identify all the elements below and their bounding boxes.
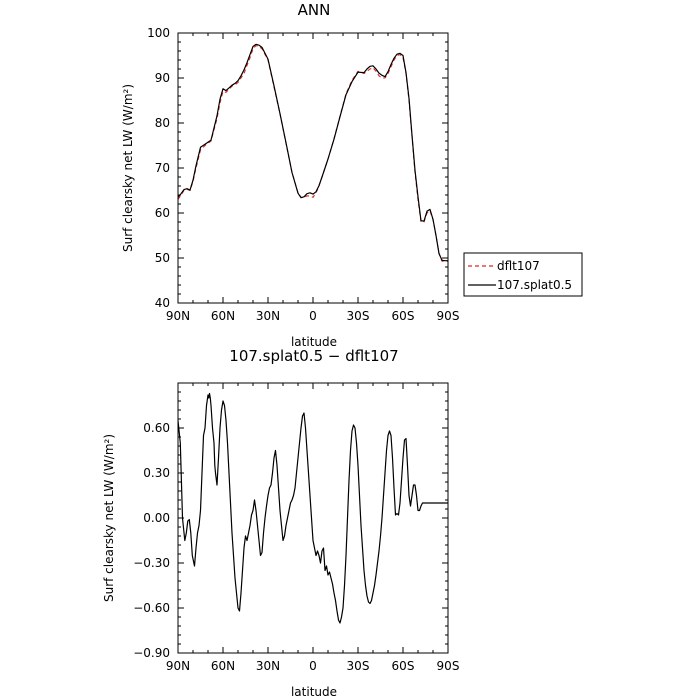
bottom-panel-series [177, 392, 448, 624]
x-tick-label: 0 [309, 659, 317, 673]
y-tick-label: −0.90 [133, 646, 170, 660]
y-tick-label: 60 [155, 206, 170, 220]
y-tick-label: 90 [155, 71, 170, 85]
y-tick-label: 0.60 [143, 421, 170, 435]
y-tick-label: −0.30 [133, 556, 170, 570]
y-tick-label: 0.30 [143, 466, 170, 480]
top-panel-ylabel: Surf clearsky net LW (W/m²) [121, 84, 135, 252]
top-panel-xlabel: latitude [291, 335, 337, 349]
x-tick-label: 0 [309, 309, 317, 323]
x-tick-label: 60S [392, 309, 415, 323]
y-tick-label: 70 [155, 161, 170, 175]
bottom-panel-title: 107.splat0.5 − dflt107 [229, 347, 398, 365]
top-panel-title: ANN [298, 1, 331, 19]
legend-label-dflt107: dflt107 [497, 259, 540, 273]
bottom-panel-axes: 90N 60N 30N 0 30S 60S 90S −0.90 −0.60 −0.30 0.00 0.… [133, 383, 459, 673]
bottom-panel-frame [177, 382, 449, 654]
bottom-panel: 107.splat0.5 − dflt107 90N 60N 30N 0 30S 60S 9… [102, 347, 459, 699]
y-tick-label: −0.60 [133, 601, 170, 615]
y-tick-label: 100 [147, 26, 170, 40]
top-panel: ANN 90N 60N 30N 0 30S 60S 90S 40 50 60 70 80 90 100 l… [121, 1, 583, 349]
y-tick-label: 40 [155, 296, 170, 310]
y-tick-label: 0.00 [143, 511, 170, 525]
x-tick-label: 30S [347, 309, 370, 323]
x-tick-label: 90S [437, 309, 460, 323]
x-tick-label: 30N [256, 309, 280, 323]
bottom-panel-ylabel: Surf clearsky net LW (W/m²) [102, 434, 116, 602]
legend-label-107-splat0-5: 107.splat0.5 [497, 278, 572, 292]
series-line-dflt107 [177, 45, 448, 262]
series-line-107-splat0-5 [177, 43, 448, 262]
top-panel-frame [177, 32, 449, 304]
top-panel-axes: 90N 60N 30N 0 30S 60S 90S 40 50 60 70 80 90 100 [147, 26, 459, 323]
x-tick-label: 30S [347, 659, 370, 673]
x-tick-label: 90N [166, 659, 190, 673]
y-tick-label: 50 [155, 251, 170, 265]
top-panel-series [177, 43, 448, 262]
x-tick-label: 90S [437, 659, 460, 673]
legend: dflt107 107.splat0.5 [463, 252, 583, 297]
x-tick-label: 30N [256, 659, 280, 673]
x-tick-label: 60N [211, 659, 235, 673]
series-line-difference [177, 392, 448, 624]
bottom-panel-xlabel: latitude [291, 685, 337, 699]
x-tick-label: 90N [166, 309, 190, 323]
legend-box [463, 252, 583, 297]
x-tick-label: 60S [392, 659, 415, 673]
y-tick-label: 80 [155, 116, 170, 130]
x-tick-label: 60N [211, 309, 235, 323]
